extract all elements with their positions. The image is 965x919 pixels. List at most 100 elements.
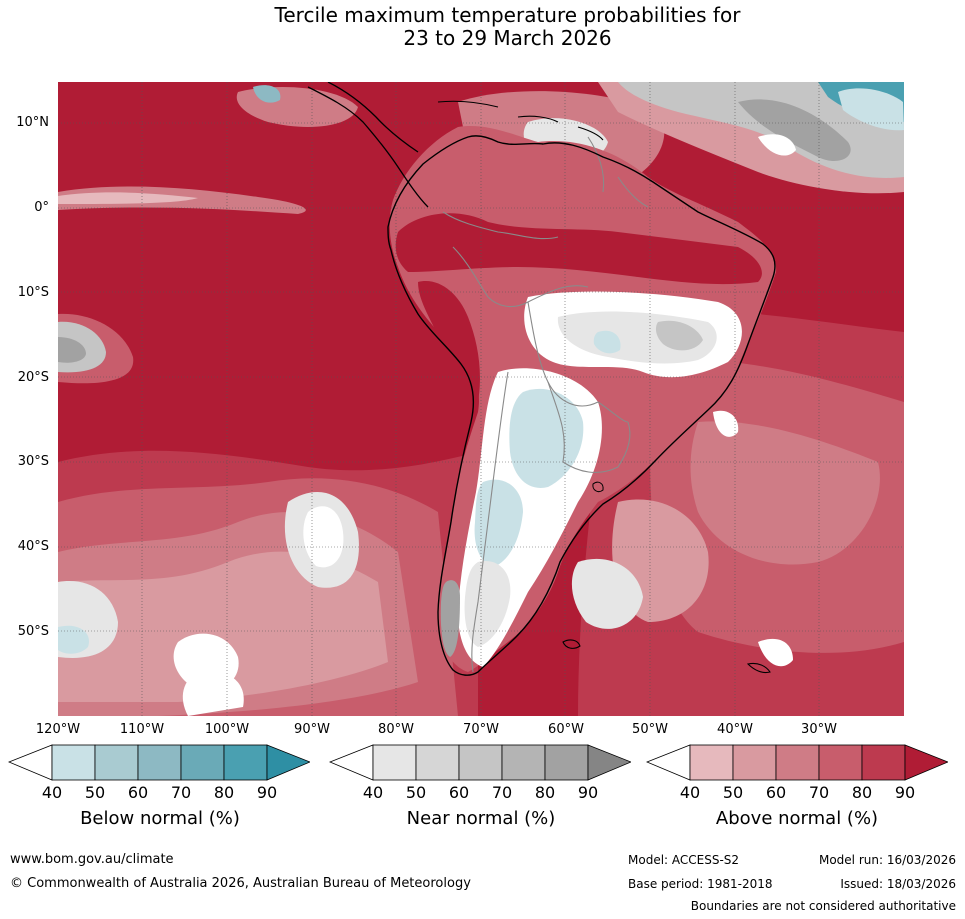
boundaries-disclaimer: Boundaries are not considered authoritat…: [690, 899, 956, 913]
south-georgia: [746, 662, 771, 674]
southwest-white-patch: [182, 671, 244, 716]
above-colorbar-tick: 90: [894, 783, 916, 802]
below-normal-label: Below normal (%): [80, 808, 240, 829]
below-colorbar-tick: 50: [84, 783, 106, 802]
above-normal-label: Above normal (%): [715, 808, 879, 829]
lon-label-80W: 80°W: [378, 722, 414, 737]
south-atlantic-white-patch: [713, 410, 739, 437]
national-borders: [442, 136, 649, 673]
north-atlantic-near-80-zone: [738, 99, 851, 162]
above-colorbar-max-triangle: [904, 744, 948, 781]
copyright-text: © Commonwealth of Australia 2026, Austra…: [10, 876, 471, 891]
lagoa-dos-patos: [592, 481, 604, 493]
base-period: Base period: 1981-2018: [628, 877, 773, 891]
south-pacific-below-50-patch: [58, 625, 89, 654]
lat-label-0: 0°: [34, 200, 49, 215]
chart-title-line2: 23 to 29 March 2026: [403, 26, 612, 50]
north-atlantic-below-50-patch: [838, 88, 904, 131]
below-colorbar-segment: [94, 744, 139, 781]
lon-label-100W: 100°W: [204, 722, 250, 737]
near-colorbar-max-triangle: [587, 744, 631, 781]
north-atlantic-white-patch: [758, 134, 796, 156]
chart-title: Tercile maximum temperature probabilitie…: [0, 4, 965, 50]
lon-label-90W: 90°W: [294, 722, 330, 737]
near-colorbar-segment: [544, 744, 589, 781]
below-colorbar-segment: [51, 744, 96, 781]
below-colorbar-tick: 90: [256, 783, 278, 802]
brazil-below-50-patch: [593, 330, 621, 354]
northern-sa-above-90-zone: [395, 213, 762, 285]
chart-title-line1: Tercile maximum temperature probabilitie…: [274, 3, 741, 27]
south-atlantic-near-50-patch: [571, 558, 643, 629]
equatorial-above-50-streak: [58, 192, 198, 204]
model-run-date: Model run: 16/03/2026: [818, 853, 956, 867]
near-colorbar-segment: [372, 744, 417, 781]
lon-label-50W: 50°W: [632, 722, 668, 737]
west-pacific-near-80-blob: [58, 337, 86, 363]
near-colorbar-min-triangle: [329, 744, 374, 781]
brazil-near-70-patch: [655, 320, 703, 351]
lat-label-40S: 40°S: [17, 539, 49, 554]
southern-chile-near-80-strip: [440, 580, 460, 657]
south-pacific-above-50-zone: [58, 551, 388, 702]
below-colorbar-segment: [223, 744, 268, 781]
lat-label-10S: 10°S: [17, 285, 49, 300]
andes-above-90-strip: [418, 281, 480, 402]
probability-map: [58, 82, 904, 716]
gridlines: [58, 82, 904, 716]
patagonia-near-50-zone: [464, 561, 511, 647]
lon-label-60W: 60°W: [548, 722, 584, 737]
above-colorbar-segment: [861, 744, 906, 781]
issued-date: Issued: 18/03/2026: [840, 877, 956, 891]
below-colorbar-tick: 70: [170, 783, 192, 802]
website-link[interactable]: www.bom.gov.au/climate: [10, 852, 174, 867]
below-colorbar-tick: 80: [213, 783, 235, 802]
near-colorbar-segment: [458, 744, 503, 781]
lon-label-30W: 30°W: [801, 722, 837, 737]
lat-label-20S: 20°S: [17, 370, 49, 385]
lat-label-30S: 30°S: [17, 454, 49, 469]
near-colorbar-tick: 90: [577, 783, 599, 802]
near-colorbar-tick: 60: [448, 783, 470, 802]
falkland-islands: [562, 639, 581, 649]
model-name: Model: ACCESS-S2: [628, 853, 740, 867]
above-colorbar-min-triangle: [646, 744, 691, 781]
lon-label-110W: 110°W: [119, 722, 165, 737]
lat-label-10N: 10°N: [16, 115, 49, 130]
below-colorbar-segment: [180, 744, 225, 781]
south-atlantic-white-patch-2: [758, 638, 793, 667]
above-colorbar-tick: 60: [765, 783, 787, 802]
above-colorbar-segment: [689, 744, 734, 781]
lon-label-40W: 40°W: [717, 722, 753, 737]
near-colorbar-tick: 70: [491, 783, 513, 802]
below-colorbar-segment: [137, 744, 182, 781]
central-america-coastline: [307, 82, 429, 208]
near-colorbar-segment: [415, 744, 460, 781]
above-colorbar-segment: [732, 744, 777, 781]
near-colorbar-tick: 40: [362, 783, 384, 802]
below-colorbar-tick: 40: [41, 783, 63, 802]
below-normal-colorbar: [8, 744, 310, 781]
central-america-pacific-below-patch: [253, 85, 281, 103]
above-colorbar-segment: [818, 744, 863, 781]
above-colorbar-tick: 80: [851, 783, 873, 802]
lon-label-120W: 120°W: [35, 722, 81, 737]
near-normal-label: Near normal (%): [406, 808, 556, 829]
south-atlantic-above-60-zone: [690, 421, 880, 565]
near-normal-colorbar: [329, 744, 631, 781]
caribbean-islands-coastline: [437, 100, 604, 141]
lon-label-70W: 70°W: [463, 722, 499, 737]
near-colorbar-tick: 80: [534, 783, 556, 802]
above-colorbar-tick: 40: [679, 783, 701, 802]
below-colorbar-max-triangle: [266, 744, 310, 781]
south-america-coastline: [387, 135, 776, 676]
above-normal-colorbar: [646, 744, 948, 781]
lat-label-50S: 50°S: [17, 624, 49, 639]
above-colorbar-tick: 50: [722, 783, 744, 802]
patagonia-below-50-zone: [474, 479, 523, 567]
above-colorbar-segment: [775, 744, 820, 781]
south-pacific-white-patch: [303, 506, 344, 568]
near-colorbar-segment: [501, 744, 546, 781]
near-colorbar-tick: 50: [405, 783, 427, 802]
above-colorbar-tick: 70: [808, 783, 830, 802]
